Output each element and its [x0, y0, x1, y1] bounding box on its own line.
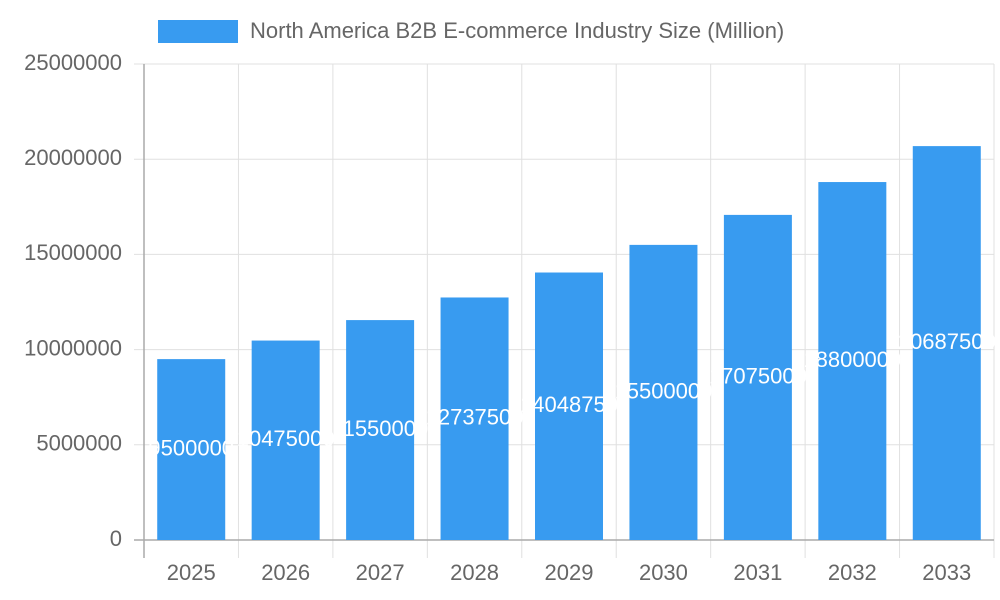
x-tick-label: 2030 [639, 560, 688, 585]
value-label: 10475000 [237, 426, 335, 451]
value-label: 11550000 [332, 416, 428, 441]
y-tick-label: 15000000 [24, 240, 122, 265]
x-tick-label: 2025 [167, 560, 216, 585]
value-label: 14048750 [520, 392, 618, 417]
y-tick-label: 5000000 [36, 431, 122, 456]
bar [440, 297, 509, 540]
bar [723, 214, 792, 540]
value-label: 12737500 [426, 405, 524, 430]
y-tick-label: 25000000 [24, 50, 122, 75]
y-tick-label: 20000000 [24, 145, 122, 170]
bar [535, 272, 603, 540]
x-tick-label: 2028 [450, 560, 499, 585]
legend-label: North America B2B E-commerce Industry Si… [250, 18, 784, 43]
x-tick-label: 2026 [261, 560, 310, 585]
x-tick-label: 2027 [356, 560, 405, 585]
bar [251, 340, 320, 540]
bar [346, 320, 415, 540]
legend-swatch [158, 20, 238, 43]
value-label: 18800000 [803, 347, 901, 372]
x-tick-label: 2029 [545, 560, 594, 585]
bar [629, 244, 698, 540]
x-tick-label: 2032 [828, 560, 877, 585]
value-label: 15500000 [614, 378, 712, 403]
value-label: 9500000 [148, 435, 234, 460]
x-tick-label: 2031 [733, 560, 782, 585]
bar [157, 359, 226, 540]
x-tick-label: 2033 [922, 560, 971, 585]
value-label: 17075000 [709, 363, 807, 388]
value-label: 20687500 [898, 329, 996, 354]
bar [912, 146, 981, 541]
y-tick-label: 0 [110, 526, 122, 551]
y-tick-label: 10000000 [24, 335, 122, 360]
bar [818, 182, 887, 540]
